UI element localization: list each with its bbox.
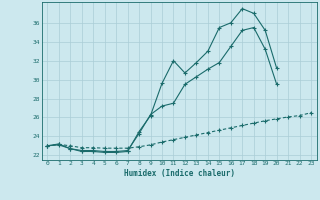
- X-axis label: Humidex (Indice chaleur): Humidex (Indice chaleur): [124, 169, 235, 178]
